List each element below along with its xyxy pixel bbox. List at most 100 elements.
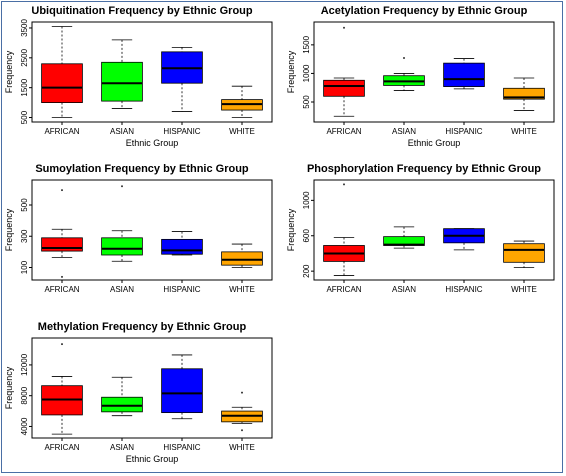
- box-iqr: [41, 237, 83, 252]
- x-tick-label: WHITE: [229, 443, 255, 452]
- box-hispanic: [443, 228, 485, 251]
- x-tick-label: AFRICAN: [326, 285, 361, 294]
- y-tick-label: 100: [20, 260, 29, 274]
- phosphorylation-boxplot: Phosphorylation Frequency by Ethnic Grou…: [286, 163, 555, 294]
- y-tick-label: 500: [302, 95, 311, 109]
- y-tick-label: 4000: [20, 417, 29, 435]
- plot-area: [313, 179, 555, 281]
- box-hispanic: [161, 354, 203, 420]
- outlier-point: [343, 26, 345, 29]
- box-white: [221, 243, 263, 268]
- x-tick-label: WHITE: [229, 285, 255, 294]
- outlier-point: [61, 189, 63, 192]
- x-tick-label: WHITE: [229, 127, 255, 136]
- box-white: [503, 240, 545, 269]
- y-tick-label: 1000: [302, 191, 311, 209]
- box-asian: [101, 39, 143, 109]
- x-tick-label: ASIAN: [392, 127, 416, 136]
- x-tick-label: WHITE: [511, 285, 537, 294]
- x-tick-label: ASIAN: [110, 443, 134, 452]
- y-axis-label: Frequency: [4, 50, 14, 93]
- box-asian: [383, 57, 425, 91]
- plot-area: [313, 21, 555, 123]
- box-african: [41, 26, 83, 118]
- y-tick-label: 1500: [302, 35, 311, 53]
- x-tick-label: AFRICAN: [326, 127, 361, 136]
- outlier-point: [343, 183, 345, 186]
- chart-title: Sumoylation Frequency by Ethnic Group: [35, 163, 249, 175]
- box-white: [221, 391, 263, 432]
- x-tick-label: ASIAN: [110, 127, 134, 136]
- plot-area: [31, 179, 273, 281]
- x-tick-label: HISPANIC: [163, 127, 200, 136]
- x-tick-label: HISPANIC: [163, 443, 200, 452]
- box-iqr: [101, 237, 143, 256]
- y-tick-label: 500: [20, 110, 29, 124]
- y-tick-label: 200: [302, 264, 311, 278]
- x-tick-label: HISPANIC: [445, 127, 482, 136]
- box-iqr: [161, 238, 203, 255]
- x-axis-label: Ethnic Group: [126, 138, 179, 148]
- box-hispanic: [161, 46, 203, 112]
- plot-area: [31, 21, 273, 123]
- y-tick-label: 500: [20, 198, 29, 212]
- box-hispanic: [161, 231, 203, 256]
- x-tick-label: AFRICAN: [44, 443, 79, 452]
- box-african: [323, 183, 365, 276]
- methylation-boxplot: Methylation Frequency by Ethnic Group 400…: [4, 321, 273, 464]
- box-iqr: [503, 243, 545, 263]
- chart-title: Phosphorylation Frequency by Ethnic Grou…: [307, 163, 541, 175]
- box-african: [41, 189, 83, 278]
- x-tick-label: HISPANIC: [163, 285, 200, 294]
- x-tick-label: AFRICAN: [44, 127, 79, 136]
- box-iqr: [443, 62, 485, 87]
- y-tick-label: 600: [302, 229, 311, 243]
- ubiquitination-boxplot: Ubiquitination Frequency by Ethnic Group…: [4, 5, 273, 148]
- box-iqr: [101, 396, 143, 413]
- outlier-point: [403, 57, 405, 59]
- acetylation-boxplot: Acetylation Frequency by Ethnic Group 500…: [286, 5, 555, 148]
- y-tick-label: 1500: [20, 78, 29, 96]
- box-iqr: [41, 63, 83, 103]
- x-tick-label: ASIAN: [110, 285, 134, 294]
- box-asian: [383, 226, 425, 249]
- box-african: [41, 343, 83, 435]
- chart-title: Methylation Frequency by Ethnic Group: [38, 321, 247, 333]
- x-axis-label: Ethnic Group: [126, 454, 179, 464]
- sumoylation-boxplot: Sumoylation Frequency by Ethnic Group 100…: [4, 163, 273, 294]
- y-axis-label: Frequency: [4, 366, 14, 409]
- outlier-point: [61, 275, 63, 278]
- box-hispanic: [443, 58, 485, 90]
- y-tick-label: 3500: [20, 19, 29, 37]
- x-tick-label: ASIAN: [392, 285, 416, 294]
- chart-title: Acetylation Frequency by Ethnic Group: [321, 5, 528, 17]
- box-iqr: [161, 368, 203, 414]
- box-iqr: [503, 87, 545, 100]
- y-tick-label: 2500: [20, 48, 29, 66]
- box-asian: [101, 376, 143, 417]
- box-iqr: [221, 251, 263, 266]
- box-iqr: [101, 61, 143, 102]
- chart-title: Ubiquitination Frequency by Ethnic Group: [31, 5, 253, 17]
- x-tick-label: WHITE: [511, 127, 537, 136]
- outlier-point: [241, 429, 243, 432]
- plot-area: [31, 337, 273, 439]
- outlier-point: [241, 391, 243, 394]
- x-tick-label: HISPANIC: [445, 285, 482, 294]
- y-tick-label: 1000: [302, 64, 311, 82]
- y-tick-label: 300: [20, 229, 29, 243]
- box-white: [503, 77, 545, 111]
- box-african: [323, 26, 365, 117]
- box-white: [221, 85, 263, 118]
- y-axis-label: Frequency: [4, 208, 14, 251]
- outlier-point: [61, 343, 63, 346]
- x-axis-label: Ethnic Group: [408, 138, 461, 148]
- y-axis-label: Frequency: [286, 50, 296, 93]
- box-asian: [101, 185, 143, 262]
- y-tick-label: 12000: [20, 353, 29, 376]
- box-iqr: [323, 79, 365, 97]
- y-axis-label: Frequency: [286, 208, 296, 251]
- y-tick-label: 8000: [20, 386, 29, 404]
- outlier-point: [121, 185, 123, 188]
